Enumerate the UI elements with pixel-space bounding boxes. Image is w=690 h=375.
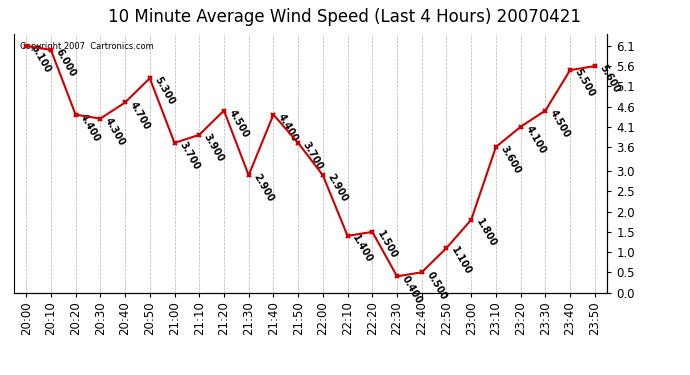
Text: 4.400: 4.400 xyxy=(276,112,300,144)
Text: Copyright 2007  Cartronics.com: Copyright 2007 Cartronics.com xyxy=(20,42,153,51)
Text: 5.600: 5.600 xyxy=(598,63,622,95)
Text: 1.400: 1.400 xyxy=(351,233,375,265)
Text: 4.300: 4.300 xyxy=(103,116,127,147)
Text: 1.800: 1.800 xyxy=(474,217,498,249)
Text: 1.500: 1.500 xyxy=(375,229,399,261)
Text: 0.500: 0.500 xyxy=(424,270,448,301)
Text: 2.900: 2.900 xyxy=(326,172,350,204)
Text: 4.400: 4.400 xyxy=(79,112,102,144)
Text: 4.700: 4.700 xyxy=(128,100,152,131)
Text: 4.500: 4.500 xyxy=(227,108,250,140)
Text: 3.700: 3.700 xyxy=(177,140,201,172)
Text: 5.500: 5.500 xyxy=(573,68,597,99)
Text: 2.900: 2.900 xyxy=(251,172,275,204)
Text: 4.100: 4.100 xyxy=(524,124,547,156)
Text: 10 Minute Average Wind Speed (Last 4 Hours) 20070421: 10 Minute Average Wind Speed (Last 4 Hou… xyxy=(108,8,582,26)
Text: 3.700: 3.700 xyxy=(301,140,325,172)
Text: 3.900: 3.900 xyxy=(202,132,226,164)
Text: 0.400: 0.400 xyxy=(400,273,424,305)
Text: 4.500: 4.500 xyxy=(548,108,572,140)
Text: 5.300: 5.300 xyxy=(152,75,177,107)
Text: 3.600: 3.600 xyxy=(499,144,523,176)
Text: 1.100: 1.100 xyxy=(449,245,473,277)
Text: 6.100: 6.100 xyxy=(29,43,53,75)
Text: 6.000: 6.000 xyxy=(54,47,78,79)
